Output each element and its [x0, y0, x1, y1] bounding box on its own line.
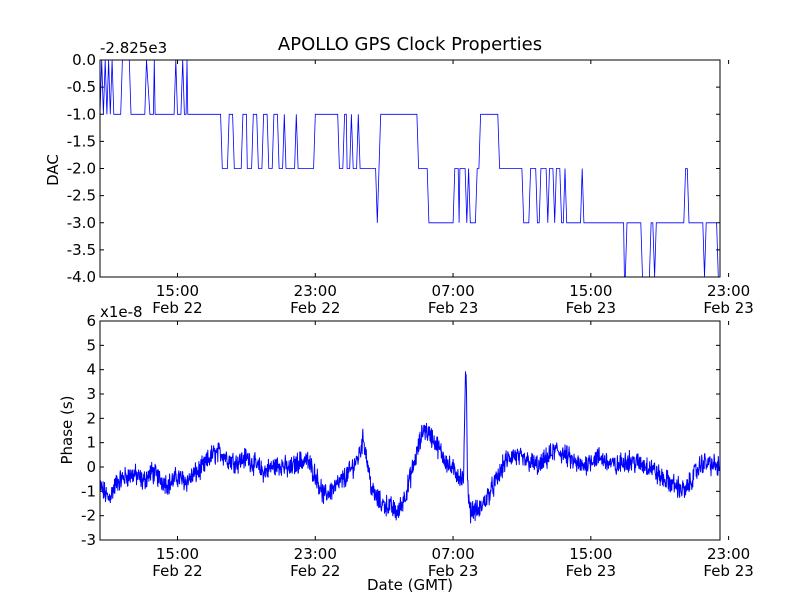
dac-y-axis: 0.0 -0.5 -1.0 -1.5 -2.0 -2.5 -3.0 -3.5 -4.0: [67, 51, 720, 286]
x-tick-date-label: Feb 23: [566, 299, 616, 317]
y-tick-label: 6: [86, 312, 96, 330]
x-tick-time-label: 07:00: [431, 282, 474, 300]
y-tick-label: 3: [86, 385, 96, 403]
x-tick-date-label: Feb 23: [428, 299, 478, 317]
x-tick-time-label: 15:00: [569, 545, 612, 563]
x-tick-time-label: 23:00: [707, 545, 750, 563]
dac-panel: 0.0 -0.5 -1.0 -1.5 -2.0 -2.5 -3.0 -3.5 -4.0 15:0…: [44, 39, 754, 317]
y-tick-label: -3: [81, 531, 96, 549]
y-tick-label: 4: [86, 361, 96, 379]
phase-y-axis: 6 5 4 3 2 1 0 -1 -2 -3: [81, 312, 720, 549]
figure-title: APOLLO GPS Clock Properties: [278, 34, 542, 55]
phase-series-line: [100, 371, 720, 524]
y-tick-label: -0.5: [67, 78, 96, 96]
dac-plot-frame: [99, 59, 721, 278]
y-tick-label: -1: [81, 482, 96, 500]
phase-x-axis-label: Date (GMT): [367, 576, 453, 594]
y-tick-label: -3.5: [67, 241, 96, 259]
y-tick-label: -2.5: [67, 187, 96, 205]
y-tick-label: 5: [86, 336, 96, 354]
dac-y-axis-label: DAC: [44, 154, 62, 186]
dac-offset-label: -2.825e3: [100, 39, 167, 57]
x-tick-date-label: Feb 22: [290, 299, 340, 317]
y-tick-label: 0: [86, 458, 96, 476]
phase-plot-frame: [99, 320, 721, 541]
x-tick-time-label: 23:00: [707, 282, 750, 300]
y-tick-label: 0.0: [72, 51, 96, 69]
phase-offset-label: x1e-8: [100, 303, 143, 321]
x-tick-time-label: 15:00: [156, 282, 199, 300]
y-tick-label: -3.0: [67, 214, 96, 232]
x-tick-time-label: 23:00: [294, 545, 337, 563]
x-tick-date-label: Feb 23: [428, 562, 478, 580]
y-tick-label: -1.5: [67, 132, 96, 150]
x-tick-time-label: 07:00: [431, 545, 474, 563]
x-tick-date-label: Feb 23: [566, 562, 616, 580]
y-tick-label: -2: [81, 507, 96, 525]
phase-plot-area: [100, 321, 720, 540]
x-tick-date-label: Feb 23: [703, 562, 753, 580]
x-tick-time-label: 23:00: [294, 282, 337, 300]
dac-series-line: [100, 60, 720, 277]
x-tick-date-label: Feb 22: [152, 299, 202, 317]
x-tick-date-label: Feb 22: [290, 562, 340, 580]
phase-y-axis-label: Phase (s): [58, 395, 76, 464]
y-tick-label: -1.0: [67, 105, 96, 123]
x-tick-time-label: 15:00: [156, 545, 199, 563]
y-tick-label: 1: [86, 434, 96, 452]
x-tick-date-label: Feb 23: [703, 299, 753, 317]
x-tick-time-label: 15:00: [569, 282, 612, 300]
y-tick-label: -2.0: [67, 160, 96, 178]
y-tick-label: 2: [86, 409, 96, 427]
y-tick-label: -4.0: [67, 268, 96, 286]
dac-plot-area: [100, 60, 720, 277]
x-tick-date-label: Feb 22: [152, 562, 202, 580]
